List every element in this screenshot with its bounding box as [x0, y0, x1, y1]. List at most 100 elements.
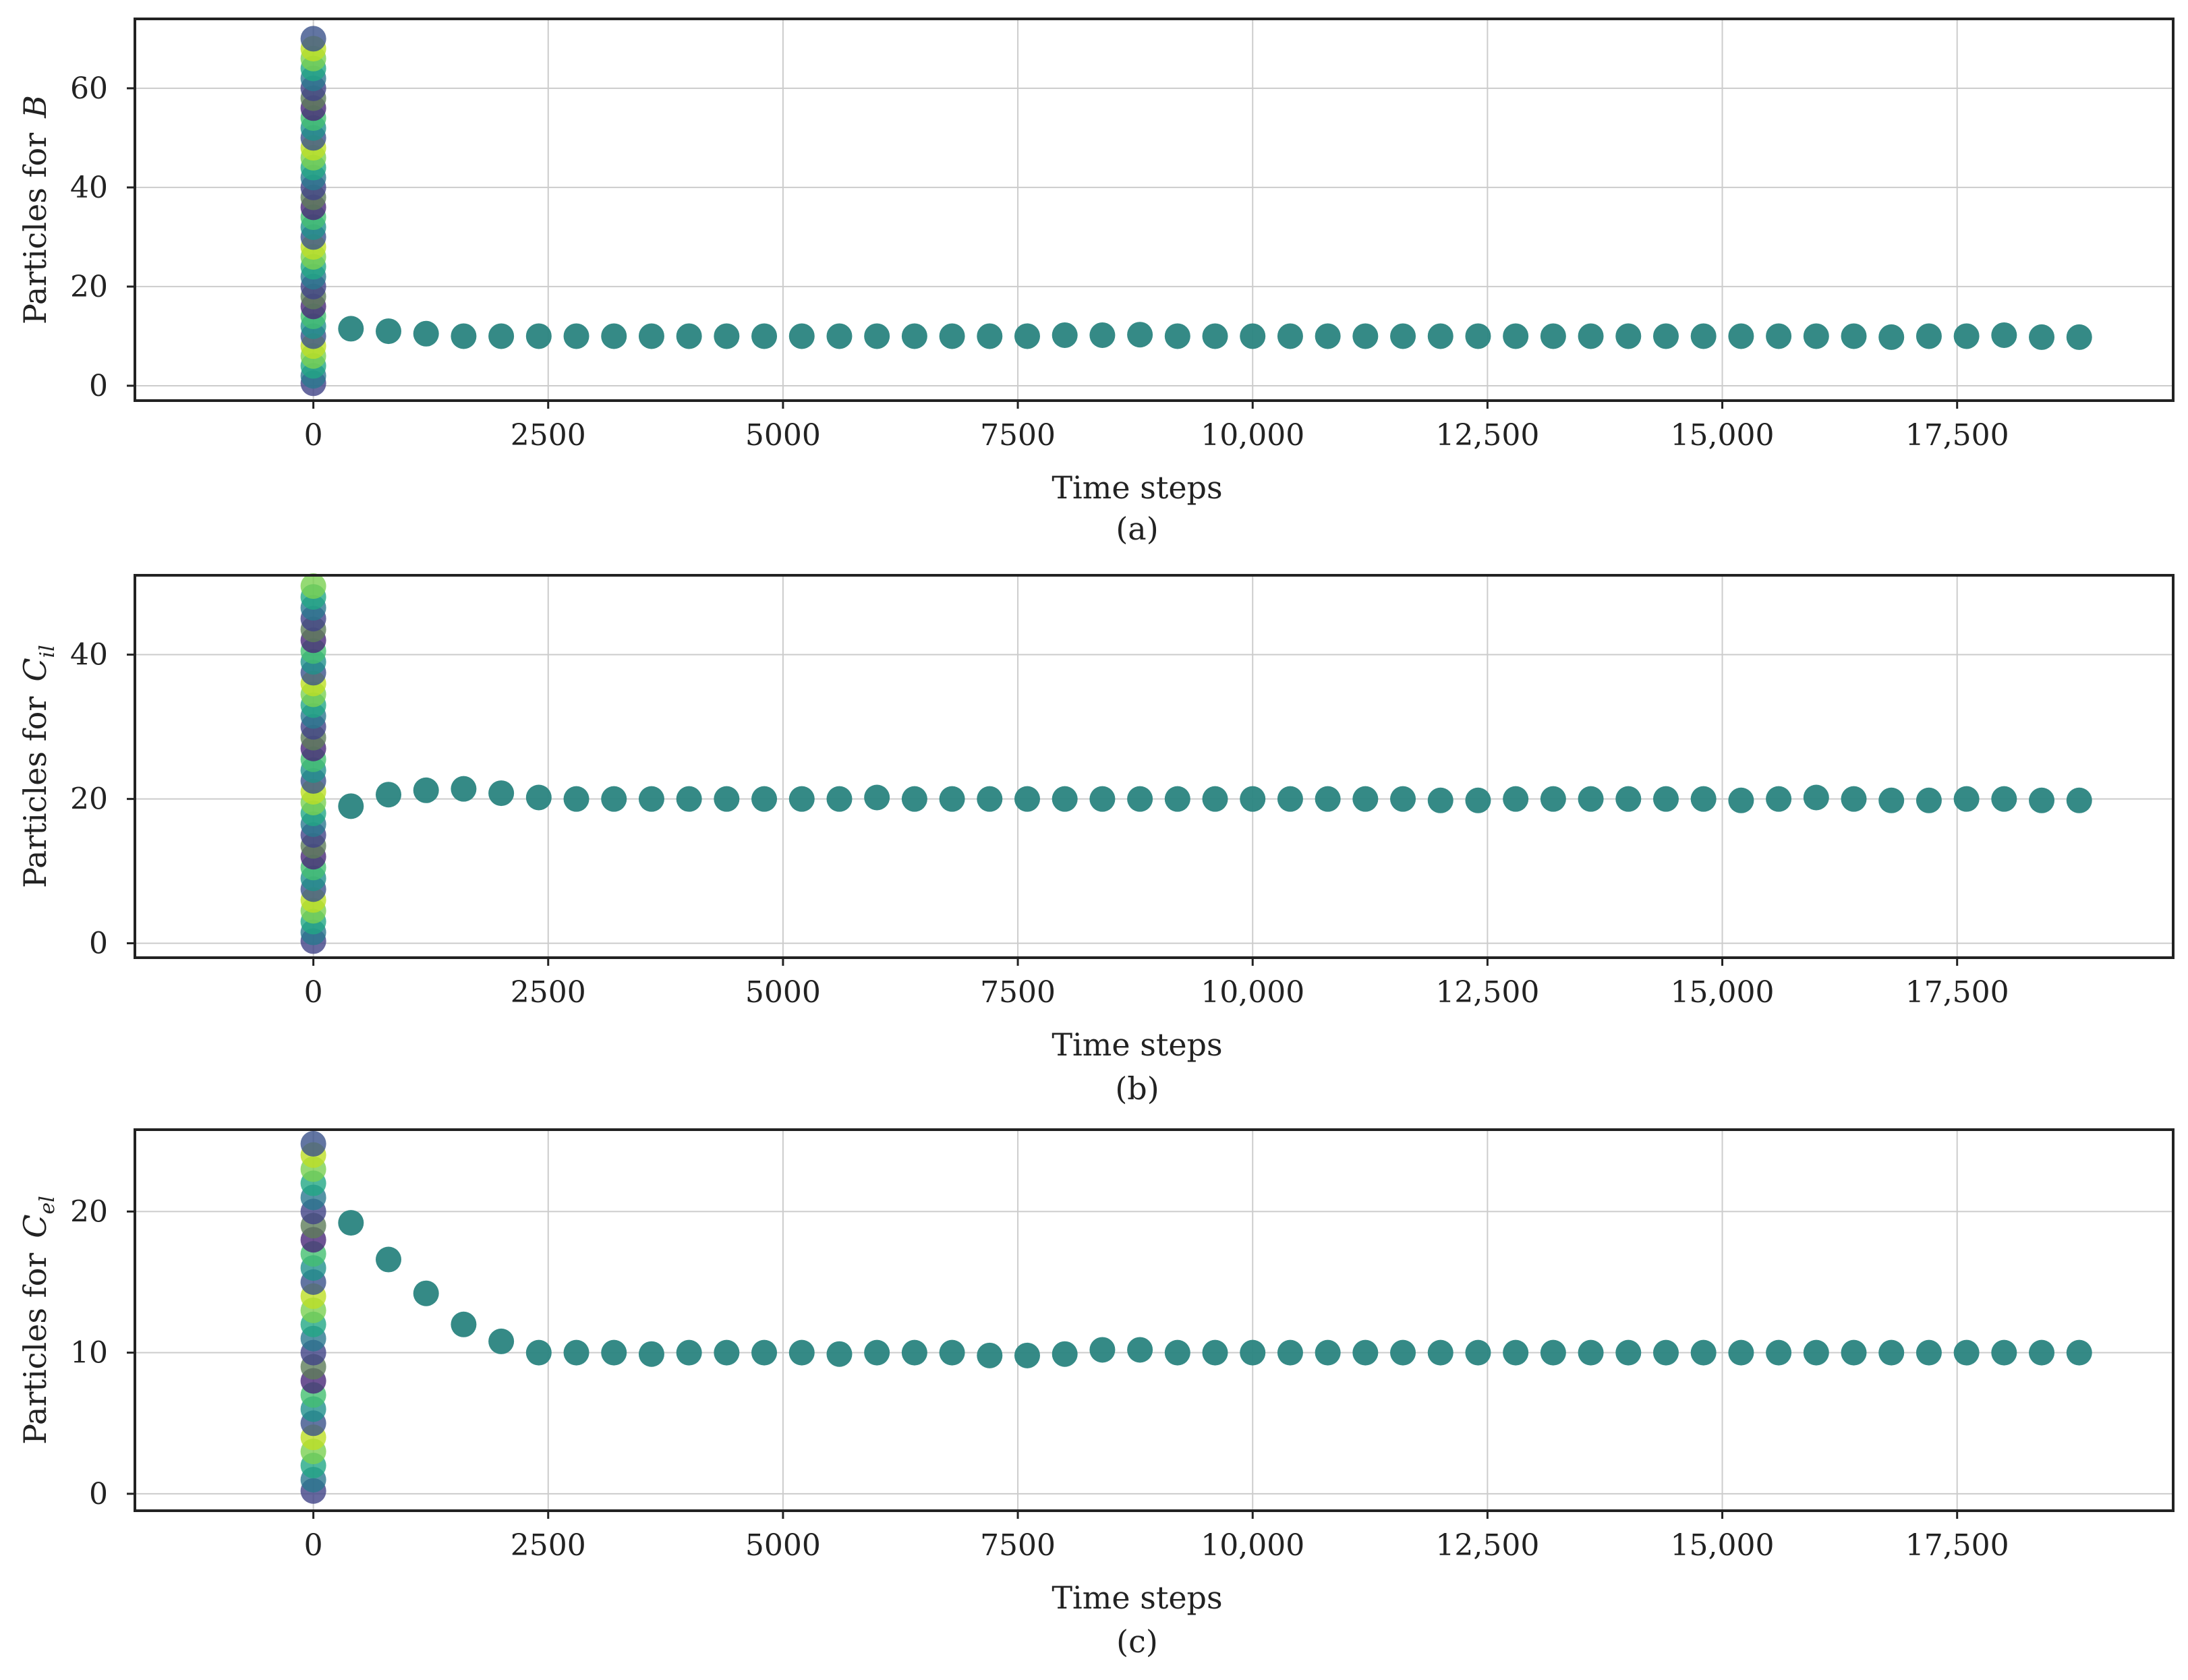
x-tick-label: 17,500	[1905, 418, 2009, 453]
particle-point	[1841, 786, 1867, 812]
particle-point	[1427, 787, 1453, 813]
particle-point	[413, 1280, 439, 1306]
particle-point	[939, 786, 965, 812]
particle-point	[1164, 323, 1190, 349]
particle-point	[1277, 323, 1303, 349]
particle-point	[638, 786, 664, 812]
particle-point	[2066, 787, 2092, 813]
x-tick-label: 10,000	[1201, 418, 1304, 453]
initial-particle-point	[300, 26, 326, 52]
particle-point	[1315, 323, 1341, 349]
initial-particle-point	[300, 1130, 326, 1157]
x-tick-label: 15,000	[1671, 418, 1775, 453]
particle-point	[488, 780, 515, 807]
particle-point	[714, 323, 740, 349]
particle-point	[676, 786, 702, 812]
particle-point	[1127, 786, 1153, 812]
y-axis-label-prefix: Particles for	[17, 1253, 53, 1445]
particle-point	[1615, 323, 1642, 349]
particle-point	[563, 786, 589, 812]
particle-point	[525, 784, 552, 811]
y-tick-label: 40	[70, 638, 108, 672]
particle-point	[1766, 323, 1792, 349]
y-tick-label: 40	[70, 171, 108, 205]
particle-point	[1352, 786, 1379, 812]
panel-a: 0 2500 5000 7500 10,000 12,500 15,000 17,500 0 20…	[17, 18, 2175, 547]
particle-point	[1352, 1339, 1379, 1366]
particle-point	[1465, 787, 1491, 813]
particle-point	[563, 323, 589, 349]
panel-b: 0 2500 5000 7500 10,000 12,500 15,000 17,500 0 20…	[17, 573, 2175, 1107]
particle-point	[714, 786, 740, 812]
particle-point	[1878, 787, 1905, 813]
initial-particle-point	[300, 573, 326, 600]
particle-point	[1540, 1339, 1566, 1366]
particle-point	[1427, 323, 1453, 349]
y-tick-label: 20	[70, 782, 108, 817]
particle-point	[1578, 786, 1604, 812]
particle-point	[1164, 786, 1190, 812]
particle-point	[338, 1210, 364, 1236]
particle-point	[1202, 1339, 1228, 1366]
y-tick-label: 0	[89, 369, 108, 403]
particle-point	[1878, 324, 1905, 350]
x-tick-label: 5000	[745, 975, 821, 1010]
particle-point	[1841, 1339, 1867, 1366]
y-axis-label-subscript: il	[36, 645, 59, 658]
y-axis-label-variable: B	[17, 95, 53, 119]
x-tick-label: 12,500	[1435, 1528, 1539, 1563]
panel-caption: (c)	[1116, 1623, 1158, 1660]
particle-point	[1728, 323, 1754, 349]
particle-point	[1916, 1339, 1942, 1366]
x-tick-label: 2500	[511, 418, 586, 453]
particle-point	[1390, 1339, 1416, 1366]
particle-point	[1240, 786, 1266, 812]
particle-point	[1127, 322, 1153, 348]
x-tick-label: 2500	[511, 1528, 586, 1563]
particle-point	[1690, 323, 1717, 349]
particle-point	[2029, 324, 2055, 350]
y-tick-label: 0	[89, 1477, 108, 1511]
particle-point	[338, 316, 364, 342]
particle-point	[1991, 1339, 2017, 1366]
particle-point	[376, 318, 402, 345]
y-tick-label: 10	[70, 1336, 108, 1370]
panel-caption: (b)	[1115, 1070, 1159, 1107]
particle-point	[488, 1328, 515, 1354]
particle-point	[1953, 786, 1980, 812]
particle-point	[1652, 1339, 1679, 1366]
particle-point	[1766, 1339, 1792, 1366]
particle-point	[601, 323, 627, 349]
panel-caption: (a)	[1116, 511, 1158, 547]
particle-point	[1465, 323, 1491, 349]
particle-point	[1014, 786, 1040, 812]
particle-point	[376, 1246, 402, 1273]
particle-point	[788, 1339, 815, 1366]
particle-point	[1953, 1339, 1980, 1366]
particle-point	[977, 1342, 1003, 1368]
particle-point	[901, 1339, 927, 1366]
particle-point	[714, 1339, 740, 1366]
particle-point	[1164, 1339, 1190, 1366]
x-tick-label: 0	[304, 1528, 323, 1563]
x-tick-label: 17,500	[1905, 1528, 2009, 1563]
x-tick-label: 10,000	[1201, 1528, 1304, 1563]
particle-point	[1315, 1339, 1341, 1366]
particle-point	[751, 1339, 778, 1366]
x-tick-label: 5000	[745, 418, 821, 453]
particle-point	[1991, 786, 2017, 812]
x-tick-label: 15,000	[1671, 1528, 1775, 1563]
plot-frame	[134, 1128, 2175, 1512]
particle-point	[451, 776, 477, 802]
plot-frame	[134, 18, 2175, 402]
particle-point	[2066, 324, 2092, 350]
particle-point	[1803, 784, 1829, 811]
x-axis-label: Time steps	[1052, 469, 1222, 506]
particle-point	[826, 323, 853, 349]
particle-point	[376, 782, 402, 808]
particle-point	[1841, 323, 1867, 349]
particle-point	[1390, 323, 1416, 349]
particle-point	[1014, 1342, 1040, 1368]
y-axis-label-variable: C	[17, 658, 53, 681]
